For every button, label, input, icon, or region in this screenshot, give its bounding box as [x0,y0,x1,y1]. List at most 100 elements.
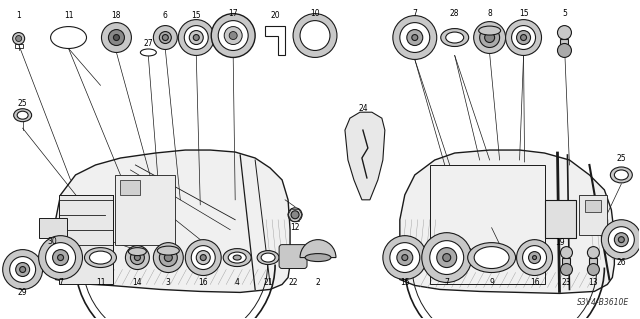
Circle shape [288,208,302,222]
Text: 23: 23 [562,278,572,287]
Text: 10: 10 [310,9,320,18]
Circle shape [193,34,199,41]
Circle shape [45,243,76,272]
Circle shape [561,247,572,259]
Ellipse shape [261,253,275,262]
Bar [59,195,113,285]
Ellipse shape [90,251,111,264]
Ellipse shape [223,249,251,267]
Circle shape [184,26,208,49]
Text: 25: 25 [616,153,626,162]
Circle shape [13,33,25,45]
Circle shape [402,255,408,261]
Bar [115,175,175,245]
Circle shape [400,23,430,52]
Circle shape [443,254,451,262]
Circle shape [430,241,464,274]
Circle shape [211,14,255,57]
Text: 15: 15 [191,11,201,20]
Circle shape [108,30,124,46]
Circle shape [293,14,337,57]
Text: 21: 21 [264,278,273,287]
Text: 11: 11 [96,278,105,287]
Circle shape [383,236,427,279]
Circle shape [422,233,472,282]
Bar [545,200,577,238]
Circle shape [397,249,413,265]
Bar [563,257,570,270]
Circle shape [125,246,149,270]
Circle shape [229,32,237,40]
Circle shape [52,249,68,265]
Circle shape [154,26,177,49]
Text: 20: 20 [270,11,280,20]
Text: 26: 26 [616,258,626,267]
Circle shape [291,211,299,219]
Text: 5: 5 [562,9,567,18]
Circle shape [159,249,177,267]
Ellipse shape [129,248,147,256]
Circle shape [484,33,495,42]
Circle shape [393,16,436,59]
Text: 2: 2 [316,278,321,287]
Polygon shape [56,150,290,293]
Text: S3V4-B3610E: S3V4-B3610E [577,298,629,307]
Circle shape [602,220,640,260]
Circle shape [520,34,527,41]
Circle shape [58,255,63,261]
Circle shape [532,256,536,260]
Circle shape [38,236,83,279]
Bar [38,218,67,238]
Circle shape [436,248,457,268]
Ellipse shape [611,167,632,183]
Text: 19: 19 [556,238,565,247]
Ellipse shape [445,32,464,43]
Ellipse shape [157,246,179,255]
Circle shape [218,21,248,50]
Circle shape [390,243,420,272]
Circle shape [134,255,140,261]
Circle shape [154,243,183,272]
Circle shape [588,247,600,259]
Bar [120,180,140,195]
Circle shape [474,22,506,54]
Circle shape [159,32,172,43]
Text: 17: 17 [228,9,238,18]
Text: 22: 22 [288,278,298,287]
Wedge shape [300,240,336,257]
Text: 7: 7 [412,9,417,18]
Text: 16: 16 [198,278,208,287]
Bar [589,257,597,270]
Circle shape [529,252,541,263]
Circle shape [3,249,43,289]
FancyBboxPatch shape [279,245,307,269]
Circle shape [102,23,131,52]
Ellipse shape [474,247,509,269]
Bar [561,39,568,50]
Text: 3: 3 [166,278,171,287]
Circle shape [557,26,572,40]
Polygon shape [400,150,614,293]
Text: 15: 15 [400,278,410,287]
Text: 29: 29 [18,288,28,297]
Bar [579,195,607,235]
Circle shape [15,263,29,277]
Ellipse shape [233,255,241,260]
Circle shape [614,233,628,247]
Circle shape [557,43,572,57]
Text: 13: 13 [589,278,598,287]
Ellipse shape [614,170,628,180]
Circle shape [506,19,541,56]
Circle shape [407,30,423,46]
Ellipse shape [305,254,331,262]
Text: 7: 7 [58,278,63,287]
Text: 15: 15 [519,9,529,18]
Polygon shape [345,112,385,200]
Circle shape [561,263,572,276]
Text: 1: 1 [16,11,21,20]
Text: 4: 4 [235,278,239,287]
Ellipse shape [441,29,468,47]
Bar [15,43,22,48]
Circle shape [20,267,26,272]
Bar [430,165,545,285]
